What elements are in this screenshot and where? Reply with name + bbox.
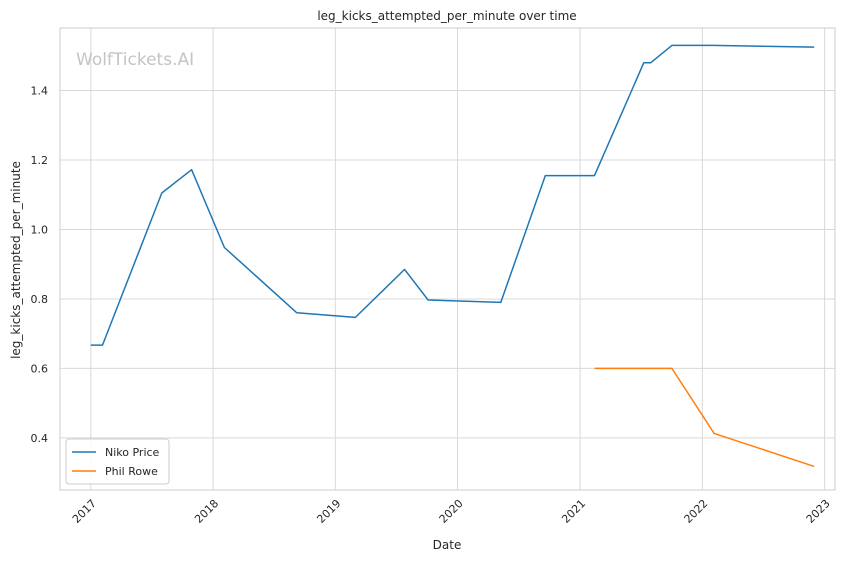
x-tick-label: 2018 (192, 497, 221, 526)
y-tick-label: 1.4 (31, 85, 49, 98)
x-tick-label: 2017 (70, 497, 99, 526)
series-line-niko-price (90, 44, 815, 346)
x-tick-label: 2020 (437, 497, 466, 526)
series-line-phil-rowe (594, 367, 815, 468)
series-lines (90, 44, 815, 468)
y-tick-label: 1.0 (31, 223, 49, 236)
y-axis-label: leg_kicks_attempted_per_minute (9, 161, 23, 359)
legend-label-niko-price: Niko Price (105, 446, 160, 459)
chart-title: leg_kicks_attempted_per_minute over time (317, 9, 576, 23)
y-tick-labels: 0.4 0.6 0.8 1.0 1.2 1.4 (31, 85, 49, 445)
x-tick-label: 2021 (559, 497, 588, 526)
x-tick-label: 2023 (804, 497, 833, 526)
x-tick-labels: 2017 2018 2019 2020 2021 2022 2023 (70, 497, 833, 526)
legend-box (65, 438, 170, 485)
legend: Niko Price Phil Rowe (65, 438, 170, 485)
y-tick-label: 0.4 (31, 432, 49, 445)
legend-label-phil-rowe: Phil Rowe (105, 465, 158, 478)
x-tick-label: 2019 (314, 497, 343, 526)
y-tick-label: 1.2 (31, 154, 49, 167)
watermark: WolfTickets.AI (76, 50, 194, 70)
x-axis-label: Date (433, 538, 462, 552)
y-tick-label: 0.8 (31, 293, 49, 306)
plot-area (59, 27, 836, 491)
x-tick-label: 2022 (682, 497, 711, 526)
y-tick-label: 0.6 (31, 362, 49, 375)
grid (60, 28, 835, 490)
